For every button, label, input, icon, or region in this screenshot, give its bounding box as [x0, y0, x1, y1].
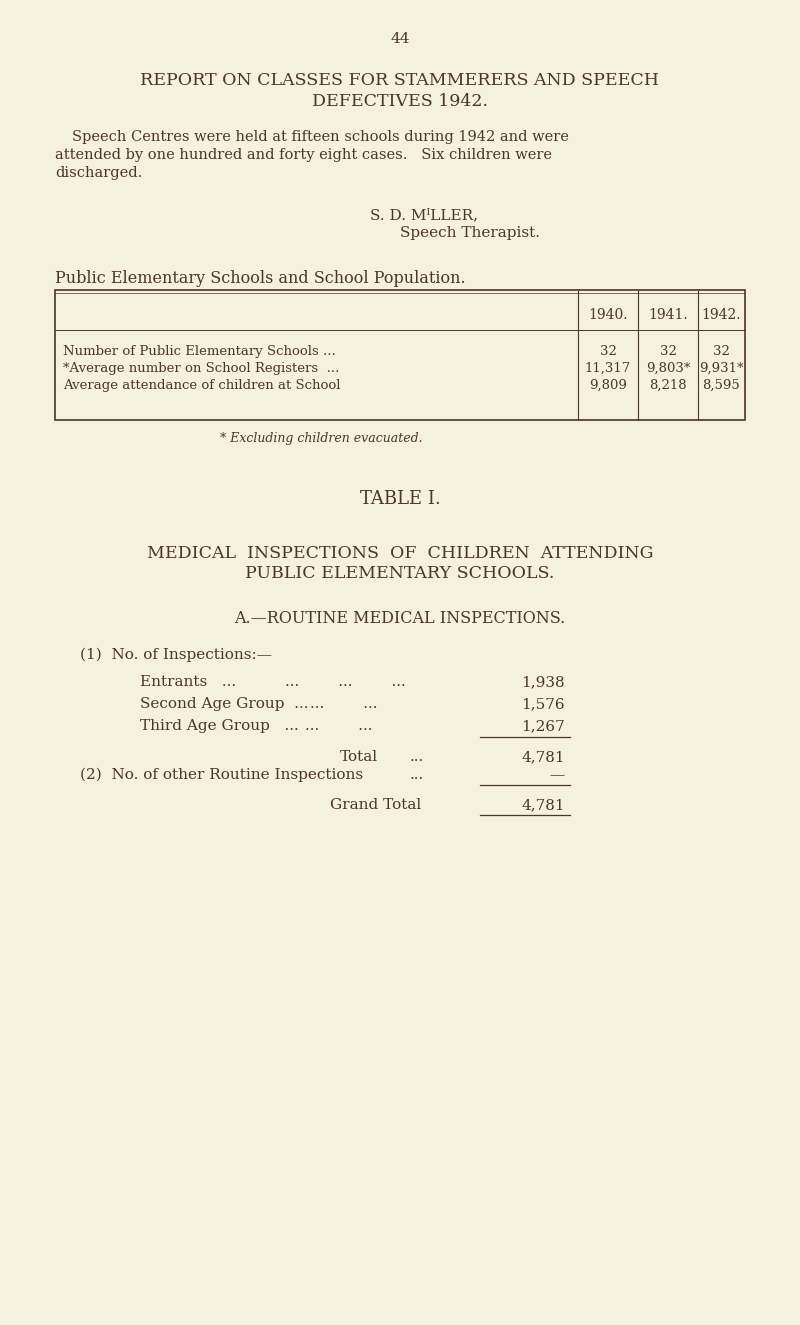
Text: 1940.: 1940. — [588, 307, 628, 322]
Text: 32: 32 — [713, 344, 730, 358]
Text: attended by one hundred and forty eight cases.   Six children were: attended by one hundred and forty eight … — [55, 148, 552, 162]
Text: 1,938: 1,938 — [522, 674, 565, 689]
Text: 1941.: 1941. — [648, 307, 688, 322]
Text: 8,595: 8,595 — [702, 379, 740, 392]
Text: (2)  No. of other Routine Inspections: (2) No. of other Routine Inspections — [80, 768, 363, 782]
Text: A.—ROUTINE MEDICAL INSPECTIONS.: A.—ROUTINE MEDICAL INSPECTIONS. — [234, 610, 566, 627]
Text: 4,781: 4,781 — [522, 750, 565, 765]
Bar — [55, 290, 745, 420]
Text: Average attendance of children at School: Average attendance of children at School — [63, 379, 341, 392]
Text: 1,267: 1,267 — [522, 719, 565, 733]
Text: PUBLIC ELEMENTARY SCHOOLS.: PUBLIC ELEMENTARY SCHOOLS. — [246, 564, 554, 582]
Text: Public Elementary Schools and School Population.: Public Elementary Schools and School Pop… — [55, 270, 466, 288]
Text: Number of Public Elementary Schools ...: Number of Public Elementary Schools ... — [63, 344, 336, 358]
Text: Speech Centres were held at fifteen schools during 1942 and were: Speech Centres were held at fifteen scho… — [72, 130, 569, 144]
Text: DEFECTIVES 1942.: DEFECTIVES 1942. — [312, 93, 488, 110]
Text: 11,317: 11,317 — [585, 362, 631, 375]
Text: ...        ...: ... ... — [310, 697, 378, 712]
Text: 4,781: 4,781 — [522, 798, 565, 812]
Text: *Average number on School Registers  ...: *Average number on School Registers ... — [63, 362, 339, 375]
Text: 44: 44 — [390, 32, 410, 46]
Text: ...        ...        ...: ... ... ... — [285, 674, 406, 689]
Text: REPORT ON CLASSES FOR STAMMERERS AND SPEECH: REPORT ON CLASSES FOR STAMMERERS AND SPE… — [141, 72, 659, 89]
Text: 8,218: 8,218 — [649, 379, 687, 392]
Text: Entrants   ...: Entrants ... — [140, 674, 236, 689]
Text: Grand Total: Grand Total — [330, 798, 422, 812]
Text: ...: ... — [410, 768, 424, 782]
Text: 9,809: 9,809 — [589, 379, 627, 392]
Text: S. D. MᴵLLER,: S. D. MᴵLLER, — [370, 208, 478, 223]
Text: (1)  No. of Inspections:—: (1) No. of Inspections:— — [80, 648, 272, 662]
Text: * Excluding children evacuated.: * Excluding children evacuated. — [220, 432, 422, 445]
Text: —: — — [550, 768, 565, 782]
Text: 32: 32 — [659, 344, 677, 358]
Text: 9,803*: 9,803* — [646, 362, 690, 375]
Text: Second Age Group  ...: Second Age Group ... — [140, 697, 309, 712]
Text: Total: Total — [340, 750, 378, 765]
Text: ...        ...: ... ... — [305, 719, 373, 733]
Text: Speech Therapist.: Speech Therapist. — [400, 227, 540, 240]
Text: Third Age Group   ...: Third Age Group ... — [140, 719, 298, 733]
Text: 9,931*: 9,931* — [698, 362, 743, 375]
Text: 1,576: 1,576 — [522, 697, 565, 712]
Text: 1942.: 1942. — [702, 307, 741, 322]
Text: TABLE I.: TABLE I. — [360, 490, 440, 507]
Text: MEDICAL  INSPECTIONS  OF  CHILDREN  ATTENDING: MEDICAL INSPECTIONS OF CHILDREN ATTENDIN… — [146, 545, 654, 562]
Text: 32: 32 — [599, 344, 617, 358]
Text: discharged.: discharged. — [55, 166, 142, 180]
Text: ...: ... — [410, 750, 424, 765]
